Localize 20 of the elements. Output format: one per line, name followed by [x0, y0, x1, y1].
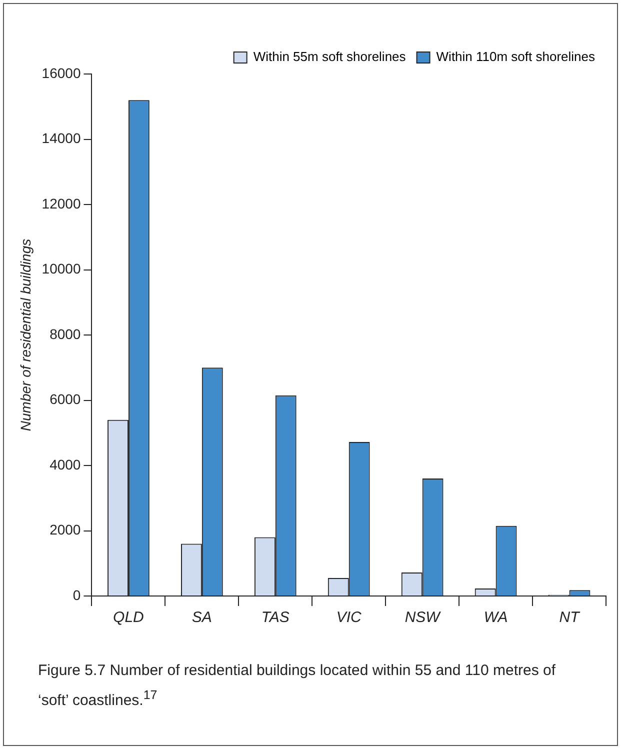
- x-tick-label: WA: [484, 609, 508, 626]
- x-tick-label: NSW: [404, 609, 442, 626]
- x-tick-label: TAS: [261, 609, 290, 626]
- legend-label: Within 55m soft shorelines: [253, 49, 406, 64]
- legend-label: Within 110m soft shorelines: [436, 49, 596, 64]
- x-tick-label: SA: [192, 609, 212, 626]
- x-tick-label: NT: [559, 609, 582, 626]
- y-tick-label: 0: [72, 586, 81, 603]
- y-tick-label: 8000: [50, 326, 81, 342]
- y-tick-label: 4000: [50, 456, 81, 472]
- y-axis-title: Number of residential buildings: [17, 238, 34, 432]
- y-tick-label: 12000: [42, 195, 81, 212]
- y-tick-label: 6000: [50, 391, 81, 408]
- y-tick-label: 10000: [42, 260, 81, 277]
- y-tick-label: 2000: [50, 522, 81, 538]
- x-tick-label: QLD: [113, 609, 144, 626]
- y-tick-label: 14000: [42, 130, 81, 146]
- x-tick-label: VIC: [336, 609, 362, 626]
- text: Figure 5.7 Number of residential buildings located within 55 and 110 metres of ‘soft’ coastlines.$^{17}$: [38, 661, 557, 711]
- y-tick-label: 16000: [42, 64, 81, 81]
